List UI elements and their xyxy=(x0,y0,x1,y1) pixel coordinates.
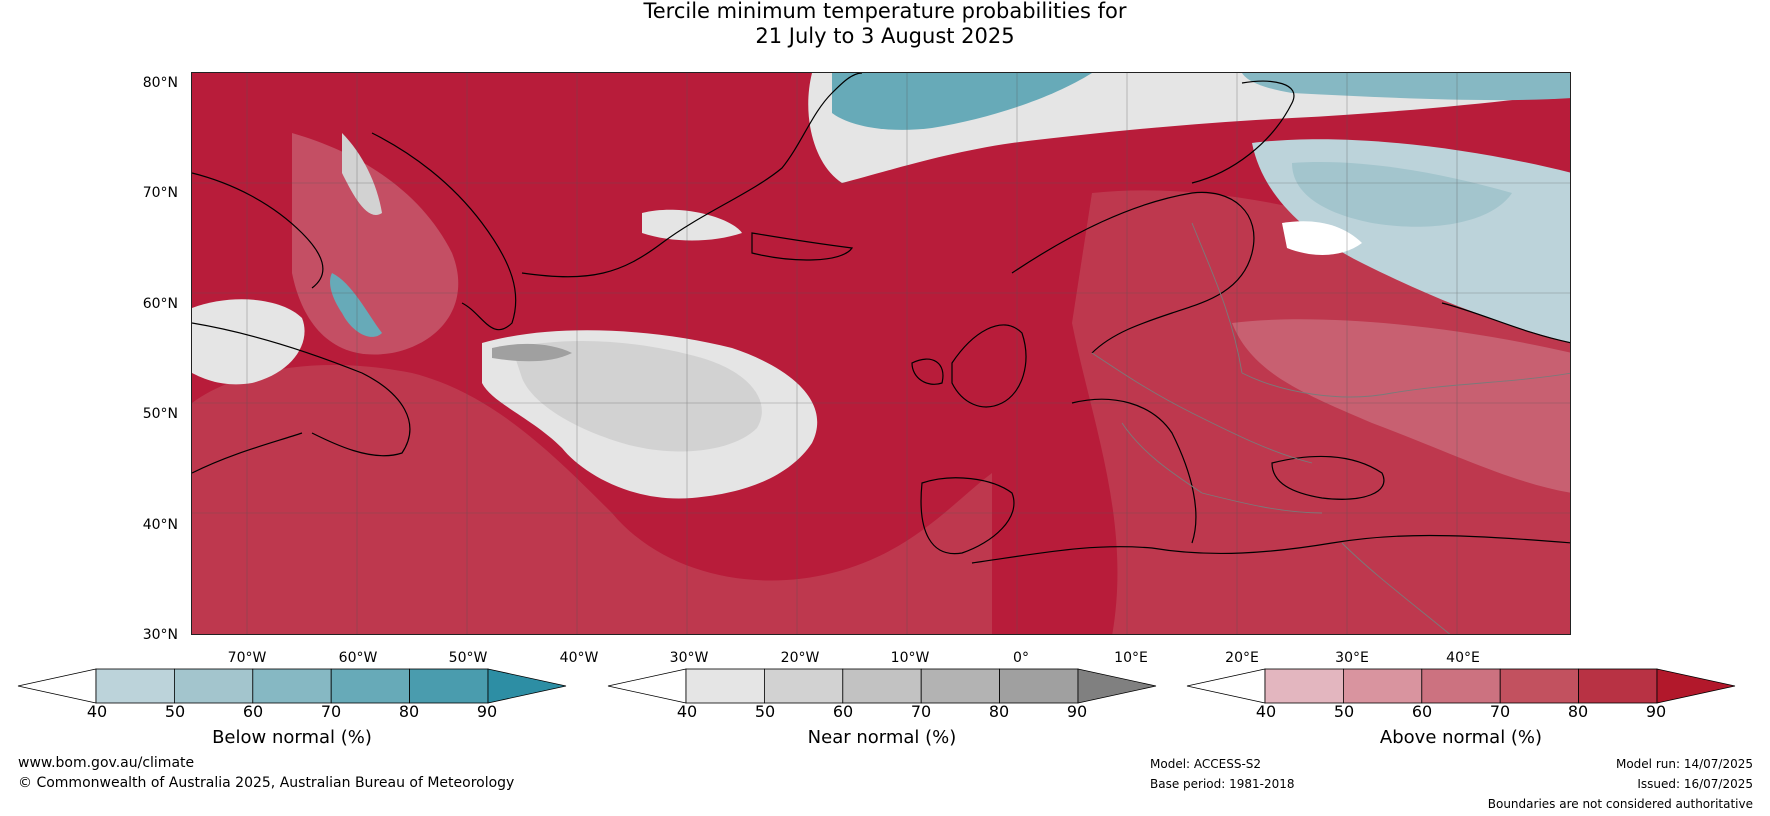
near-normal-bar-segment xyxy=(999,668,1079,704)
above-tick: 90 xyxy=(1645,702,1667,721)
issued-text: Issued: 16/07/2025 xyxy=(1637,777,1753,791)
coastlines xyxy=(192,73,1570,564)
map-title: Tercile minimum temperature probabilitie… xyxy=(0,0,1770,49)
above-tick: 40 xyxy=(1255,702,1277,721)
title-line-2: 21 July to 3 August 2025 xyxy=(755,24,1015,48)
lon-label-10e: 10°E xyxy=(1114,650,1148,666)
map-canvas xyxy=(192,73,1570,634)
near-tick: 70 xyxy=(910,702,932,721)
lon-label-10w: 10°W xyxy=(890,650,930,666)
above-tick: 80 xyxy=(1567,702,1589,721)
lon-label-50w: 50°W xyxy=(448,650,488,666)
below-normal-bar-segment xyxy=(95,668,175,704)
title-line-1: Tercile minimum temperature probabilitie… xyxy=(643,0,1127,23)
near-normal-bar-segment xyxy=(842,668,922,704)
above-normal-zone xyxy=(1232,319,1570,493)
disclaimer-text: Boundaries are not considered authoritat… xyxy=(1487,797,1753,811)
above-tick: 50 xyxy=(1333,702,1355,721)
near-normal-zone xyxy=(642,209,742,241)
colorbar-above-normal xyxy=(1186,668,1736,704)
above-normal-bar-segment xyxy=(1499,668,1580,704)
map-gridlines xyxy=(192,73,1570,634)
below-normal-zone xyxy=(1242,73,1570,101)
lon-label-30w: 30°W xyxy=(669,650,709,666)
lon-label-0: 0° xyxy=(1013,650,1029,666)
below-normal-zone xyxy=(330,273,382,337)
near-normal-label: Near normal (%) xyxy=(807,727,957,748)
colorbar-near-normal xyxy=(607,668,1157,704)
website-link[interactable]: www.bom.gov.au/climate xyxy=(18,755,195,771)
above-normal-bar-svg xyxy=(1186,668,1736,704)
above-tick: 70 xyxy=(1489,702,1511,721)
above-tick: 60 xyxy=(1411,702,1433,721)
near-normal-bar-upper-extend xyxy=(1077,668,1157,704)
near-normal-zone xyxy=(192,299,305,385)
lat-label-60n: 60°N xyxy=(142,296,178,312)
above-normal-zone xyxy=(192,365,992,634)
lon-label-70w: 70°W xyxy=(227,650,267,666)
above-normal-zone xyxy=(1072,190,1570,634)
near-tick: 60 xyxy=(832,702,854,721)
below-normal-bar-segment xyxy=(173,668,254,704)
lat-label-70n: 70°N xyxy=(142,185,178,201)
model-text: Model: ACCESS-S2 xyxy=(1150,757,1262,771)
above-normal-bar-segment xyxy=(1264,668,1344,704)
near-normal-bar-lower-extend xyxy=(607,668,687,704)
lon-label-40w: 40°W xyxy=(559,650,599,666)
above-normal-bar-upper-extend xyxy=(1656,668,1736,704)
copyright-text: © Commonwealth of Australia 2025, Austra… xyxy=(18,775,515,791)
lat-label-40n: 40°N xyxy=(142,517,178,533)
lat-label-30n: 30°N xyxy=(142,627,178,643)
below-tick: 80 xyxy=(398,702,420,721)
near-normal-bar-svg xyxy=(607,668,1157,704)
near-tick: 40 xyxy=(676,702,698,721)
near-tick: 90 xyxy=(1066,702,1088,721)
below-normal-bar-upper-extend xyxy=(487,668,567,704)
country-borders xyxy=(1091,222,1570,634)
base-period-text: Base period: 1981-2018 xyxy=(1150,777,1295,791)
above-normal-bar-segment xyxy=(1578,668,1658,704)
above-normal-zone xyxy=(292,133,459,355)
near-normal-bar-segment xyxy=(685,668,765,704)
below-normal-bar-segment xyxy=(330,668,411,704)
below-normal-zone xyxy=(832,73,1092,130)
below-normal-bar-segment xyxy=(252,668,332,704)
below-normal-bar-svg xyxy=(17,668,567,704)
lat-label-80n: 80°N xyxy=(142,75,178,91)
near-tick: 50 xyxy=(754,702,776,721)
lon-label-20e: 20°E xyxy=(1225,650,1259,666)
below-tick: 50 xyxy=(164,702,186,721)
lon-label-30e: 30°E xyxy=(1335,650,1369,666)
above-normal-label: Above normal (%) xyxy=(1379,727,1543,748)
below-normal-bar-lower-extend xyxy=(17,668,97,704)
lat-label-50n: 50°N xyxy=(142,406,178,422)
near-normal-bar-segment xyxy=(920,668,1001,704)
below-normal-zone xyxy=(1282,221,1362,255)
near-normal-bar-segment xyxy=(763,668,844,704)
near-tick: 80 xyxy=(988,702,1010,721)
probability-map xyxy=(191,72,1571,635)
above-normal-bar-segment xyxy=(1342,668,1423,704)
below-tick: 70 xyxy=(320,702,342,721)
lon-label-20w: 20°W xyxy=(780,650,820,666)
below-normal-bar-segment xyxy=(409,668,489,704)
near-normal-zone xyxy=(492,343,572,362)
below-tick: 60 xyxy=(242,702,264,721)
lon-label-60w: 60°W xyxy=(338,650,378,666)
colorbar-below-normal xyxy=(17,668,567,704)
above-normal-bar-segment xyxy=(1421,668,1501,704)
below-normal-label: Below normal (%) xyxy=(212,727,372,748)
near-normal-zone xyxy=(512,340,762,452)
below-tick: 90 xyxy=(476,702,498,721)
above-normal-bar-lower-extend xyxy=(1186,668,1266,704)
model-run-text: Model run: 14/07/2025 xyxy=(1615,757,1753,771)
lon-label-40e: 40°E xyxy=(1446,650,1480,666)
near-normal-zone xyxy=(342,133,382,215)
below-tick: 40 xyxy=(86,702,108,721)
